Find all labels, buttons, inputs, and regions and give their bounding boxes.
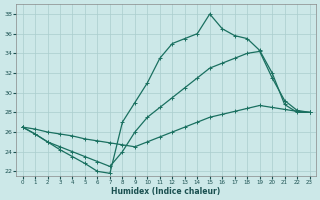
X-axis label: Humidex (Indice chaleur): Humidex (Indice chaleur): [111, 187, 221, 196]
